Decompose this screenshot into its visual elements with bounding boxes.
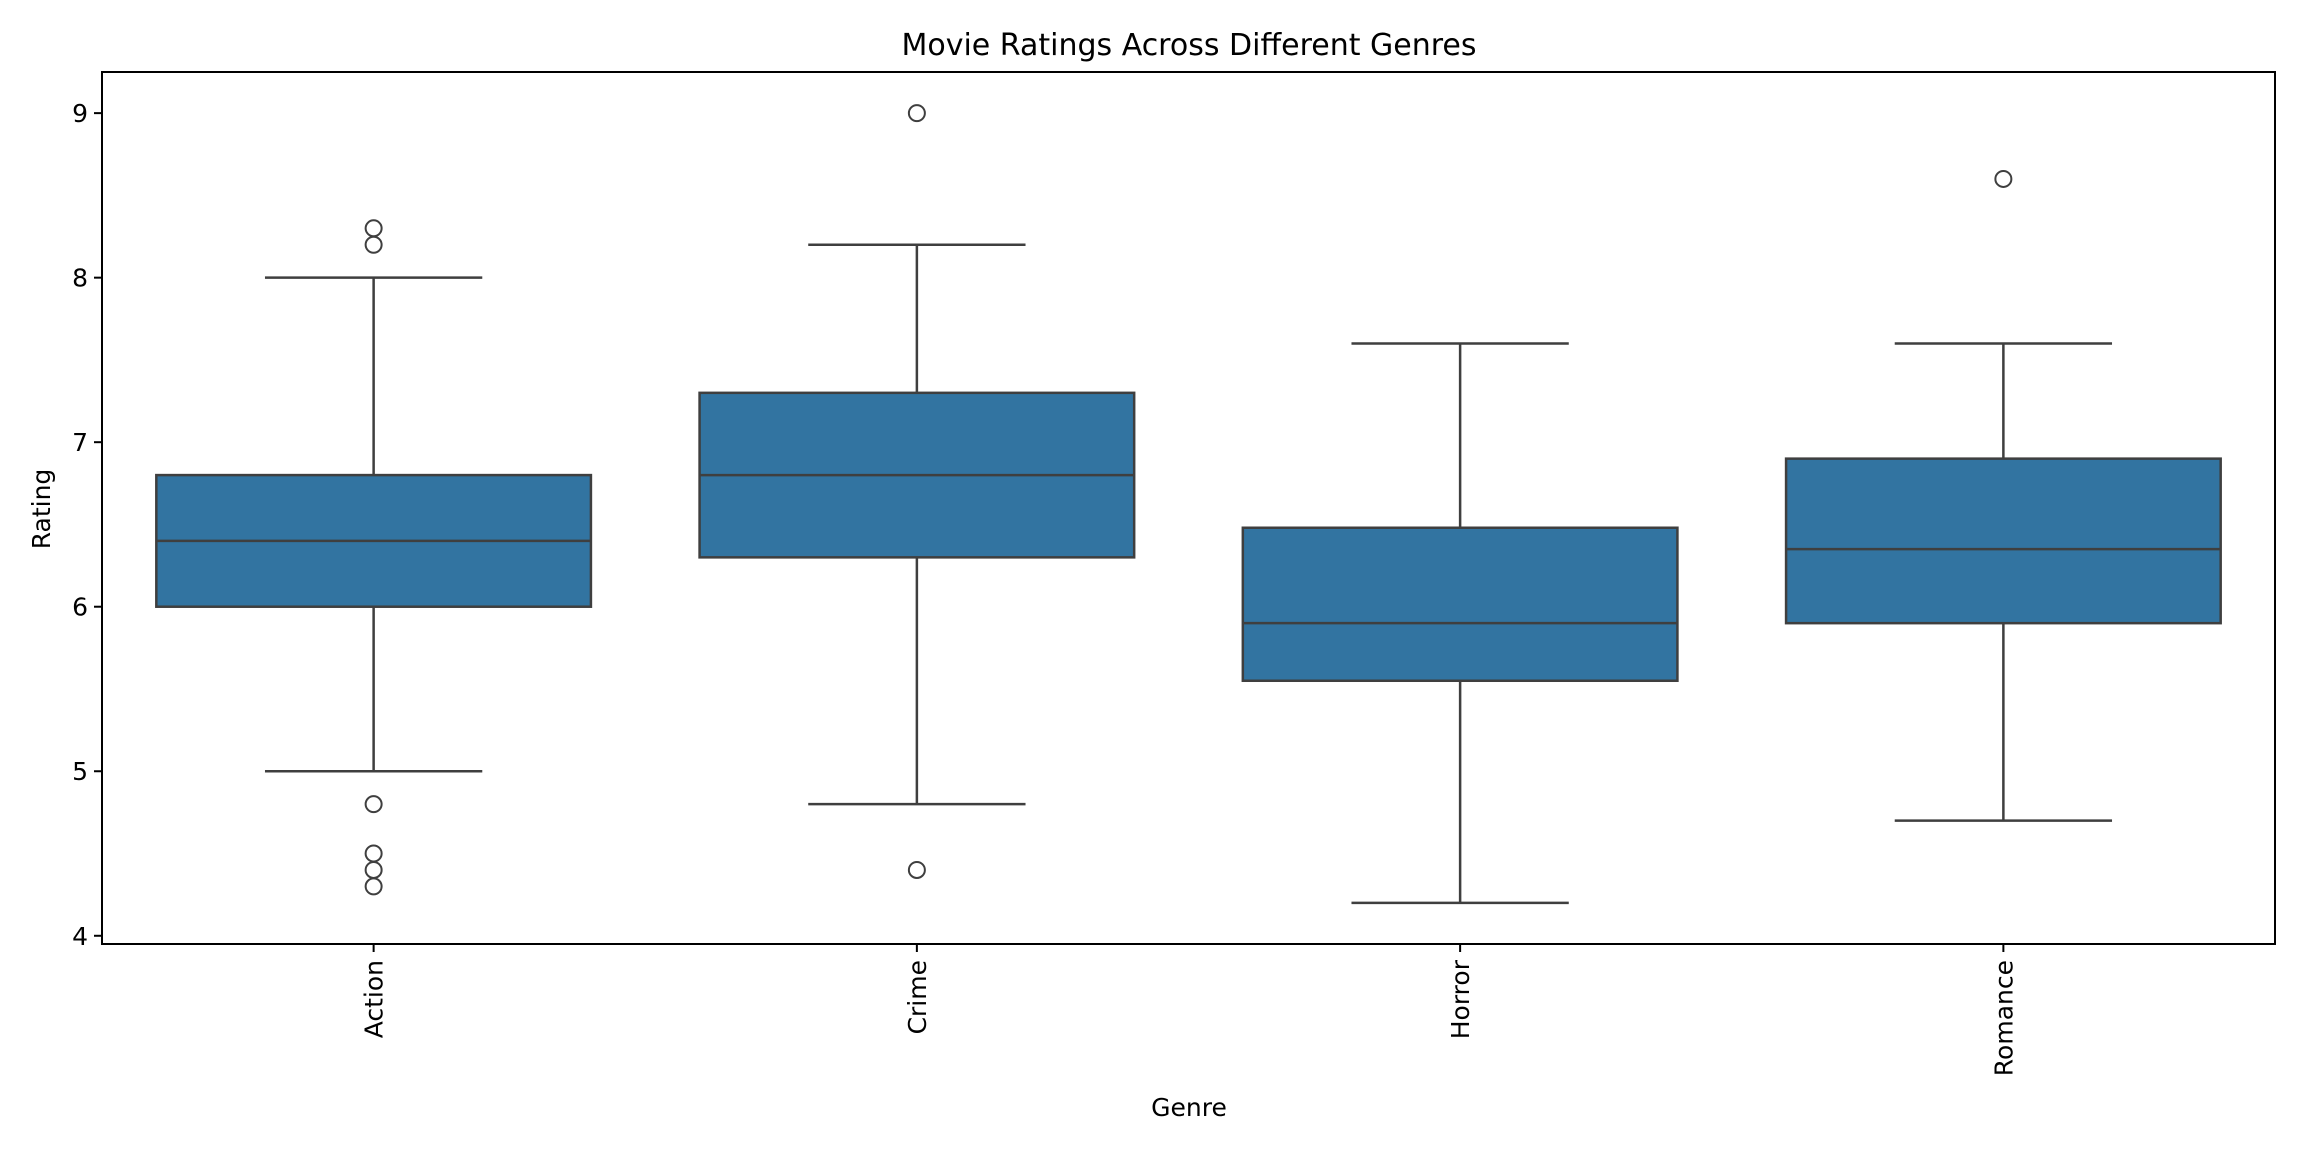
y-axis-label: Rating [27,469,56,550]
outlier-point [364,860,383,879]
outlier-point [907,860,926,879]
outlier-point [364,219,383,238]
y-tick-label: 6 [72,593,88,622]
x-tick-label: Romance [1989,960,2018,1076]
x-tick-label: Horror [1446,959,1475,1039]
plot-area [155,104,2222,905]
box-group-action [155,219,593,896]
plot-frame [101,71,2276,945]
outlier-point [364,795,383,814]
outlier-point [364,877,383,896]
outlier-point [907,104,926,123]
x-axis-label: Genre [1151,1093,1227,1122]
y-tick-label: 7 [72,428,88,457]
y-tick-label: 5 [72,757,88,786]
outlier-point [364,235,383,254]
outlier-point [1994,169,2013,188]
box-group-horror [1241,342,1679,905]
box-iqr [1241,526,1679,683]
x-tick-label: Action [360,960,389,1038]
x-tick-label: Crime [903,960,932,1034]
box-group-crime [698,104,1136,879]
chart-title: Movie Ratings Across Different Genres [901,28,1476,63]
y-tick-label: 8 [72,264,88,293]
box-group-romance [1784,169,2222,822]
y-tick-label: 9 [72,99,88,128]
box-iqr [1784,457,2222,625]
outlier-point [364,844,383,863]
y-tick-label: 4 [72,922,88,951]
